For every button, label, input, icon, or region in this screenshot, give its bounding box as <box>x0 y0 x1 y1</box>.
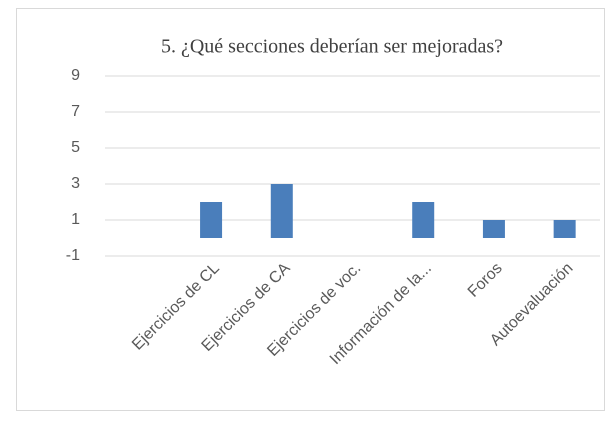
bar <box>412 202 435 238</box>
y-tick-label: 9 <box>71 67 80 84</box>
bar <box>482 220 505 238</box>
bar <box>200 202 223 238</box>
bar <box>270 184 293 238</box>
y-tick-label: 7 <box>71 103 80 120</box>
y-tick-label: 5 <box>71 139 80 156</box>
y-tick-label: -1 <box>66 247 80 264</box>
y-tick-label: 3 <box>71 175 80 192</box>
chart-frame <box>16 8 605 411</box>
chart-title: 5. ¿Qué secciones deberían ser mejoradas… <box>161 36 503 58</box>
bar <box>553 220 576 238</box>
y-tick-label: 1 <box>71 211 80 228</box>
